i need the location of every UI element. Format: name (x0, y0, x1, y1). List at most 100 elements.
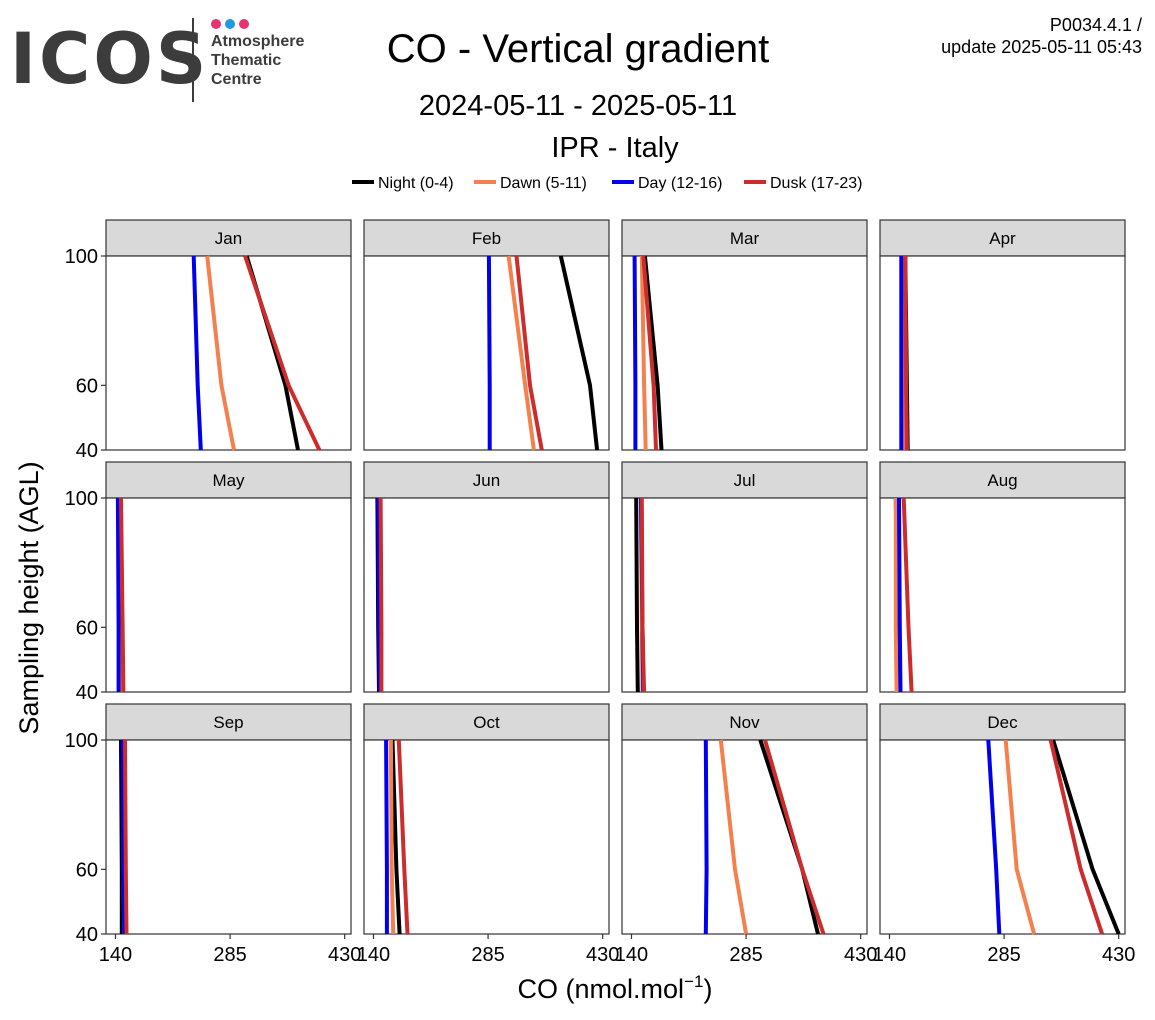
series-line (718, 739, 749, 935)
version-info: P0034.4.1 / update 2025-05-11 05:43 (941, 14, 1142, 58)
y-tick-label: 100 (65, 730, 98, 752)
legend-label: Dawn (5-11) (500, 175, 587, 192)
x-tick-label: 285 (471, 944, 504, 966)
chart-period: 2024-05-11 - 2025-05-11 (418, 90, 738, 122)
series-line (388, 739, 396, 935)
facet-label: Mar (730, 229, 760, 248)
x-tick-label: 430 (844, 944, 877, 966)
series-line (506, 255, 536, 451)
panel-border (879, 739, 1126, 935)
series-line (632, 255, 638, 450)
series-line (486, 255, 492, 450)
y-tick-label: 40 (76, 440, 98, 462)
facet-strip (105, 703, 352, 741)
y-tick-label: 60 (76, 375, 98, 397)
panel-border (621, 497, 868, 693)
panel-border (363, 255, 610, 451)
facet-strip (363, 703, 610, 741)
series-line (115, 497, 121, 692)
y-tick-label: 60 (76, 859, 98, 881)
version-label: P0034.4.1 / (1049, 15, 1142, 35)
facet-label: Sep (213, 713, 243, 732)
legend-label: Dusk (17-23) (770, 175, 862, 192)
series-line (893, 498, 899, 693)
series-line (390, 739, 402, 935)
x-tick-label: 285 (213, 944, 246, 966)
x-tick-label: 430 (328, 944, 361, 966)
series-line (378, 497, 384, 692)
chart-title: CO - Vertical gradient (386, 27, 770, 71)
series-line (1003, 739, 1037, 935)
panel-border (105, 739, 352, 935)
facet-strip (105, 219, 352, 257)
y-tick-label: 100 (65, 488, 98, 510)
series-line (123, 739, 129, 935)
facet-strip (105, 461, 352, 499)
series-line (119, 497, 126, 693)
chart-station: IPR - Italy (551, 132, 679, 164)
logo-subtitle: Atmosphere Thematic Centre (211, 32, 304, 89)
series-line (639, 497, 647, 693)
series-line (901, 497, 914, 693)
y-tick-label: 60 (76, 617, 98, 639)
series-line (763, 739, 826, 935)
series-line (514, 255, 544, 451)
panel-border (879, 255, 1126, 451)
panel-border (105, 497, 352, 693)
panel-border (879, 497, 1126, 693)
facet-strip (621, 219, 868, 257)
series-line (1051, 739, 1121, 935)
legend-label: Night (0-4) (378, 175, 454, 192)
panel-border (621, 255, 868, 451)
facet-label: Jan (215, 229, 242, 248)
icos-logo: ICOS Atmosphere Thematic Centre (10, 12, 330, 108)
x-tick-label: 140 (357, 944, 390, 966)
series-line (205, 255, 236, 451)
update-timestamp: update 2025-05-11 05:43 (941, 37, 1142, 57)
facet-label: Feb (472, 229, 501, 248)
series-line (642, 255, 664, 451)
panel-border (621, 739, 868, 935)
x-tick-label: 285 (729, 944, 762, 966)
series-line (1048, 739, 1104, 935)
y-tick-label: 40 (76, 924, 98, 946)
series-line (243, 255, 322, 451)
logo-dot (211, 19, 221, 29)
x-tick-label: 140 (99, 944, 132, 966)
x-tick-label: 430 (1102, 944, 1135, 966)
series-line (903, 255, 909, 451)
logo-dot (239, 19, 249, 29)
series-line (639, 255, 648, 451)
series-line (558, 255, 600, 451)
logo-line: Atmosphere (211, 33, 305, 50)
facet-strip (363, 461, 610, 499)
x-tick-label: 140 (615, 944, 648, 966)
y-tick-label: 100 (65, 246, 98, 268)
facet-label: May (212, 471, 245, 490)
logo-divider (192, 18, 194, 102)
series-line (986, 739, 1002, 935)
series-line (396, 739, 410, 935)
series-line (384, 739, 389, 934)
facet-label: Aug (987, 471, 1017, 490)
facet-label: Oct (473, 713, 500, 732)
logo-line: Centre (211, 71, 262, 88)
logo-dots (211, 16, 253, 29)
series-line (703, 739, 709, 935)
x-tick-label: 285 (987, 944, 1020, 966)
series-line (634, 497, 640, 693)
series-line (641, 255, 658, 451)
facet-label: Jul (734, 471, 756, 490)
x-tick-label: 430 (586, 944, 619, 966)
x-tick-label: 140 (873, 944, 906, 966)
panel-border (363, 497, 610, 693)
logo-dot (225, 19, 235, 29)
y-tick-label: 40 (76, 682, 98, 704)
facet-label: Nov (729, 713, 760, 732)
logo-wordmark: ICOS (10, 18, 210, 100)
series-line (191, 255, 203, 451)
x-axis-title: CO (nmol.mol−1) (518, 972, 713, 1004)
facet-label: Jun (473, 471, 500, 490)
y-axis-title: Sampling height (AGL) (14, 461, 44, 734)
